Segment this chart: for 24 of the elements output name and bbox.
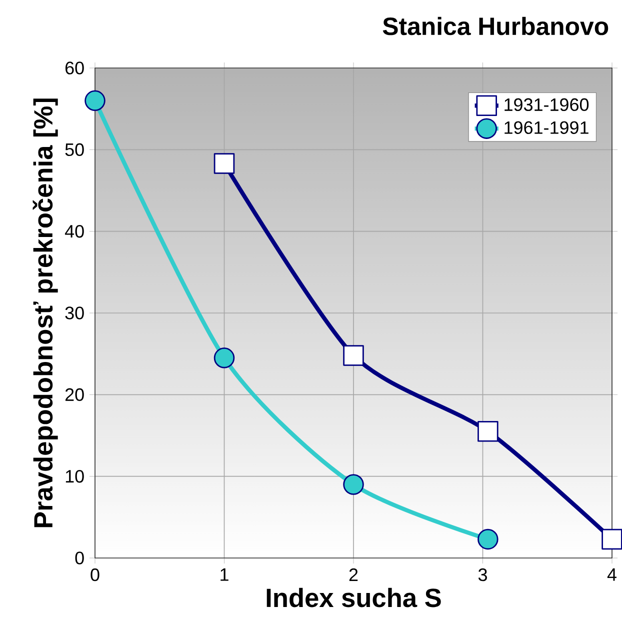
point — [343, 345, 364, 366]
x-tick-label: 0 — [90, 568, 100, 582]
legend-label: 1931-1960 — [504, 98, 589, 112]
point — [84, 90, 106, 112]
y-tick-label: 40 — [64, 224, 84, 238]
chart-title: Stanica Hurbanovo — [382, 16, 608, 36]
point — [478, 421, 498, 442]
y-tick-label: 0 — [75, 552, 84, 564]
y-tick-label: 30 — [65, 306, 84, 320]
point — [214, 348, 235, 368]
x-tick-label: 4 — [607, 568, 616, 581]
point — [478, 528, 498, 550]
x-tick-label: 1 — [220, 568, 228, 581]
legend-label: 1961-1991 — [504, 121, 588, 134]
y-tick-label: 10 — [66, 470, 84, 483]
y-tick-label: 20 — [65, 388, 84, 402]
point — [343, 474, 364, 495]
x-tick-label: 3 — [478, 568, 487, 582]
x-tick-label: 2 — [349, 568, 358, 581]
y-tick-label: 60 — [65, 62, 84, 74]
y-axis-title: Pravdepodobnosť prekročenia [%] — [32, 98, 58, 528]
y-tick-label: 50 — [65, 143, 84, 156]
point — [214, 153, 235, 174]
x-axis-title: Index sucha S — [266, 588, 441, 608]
